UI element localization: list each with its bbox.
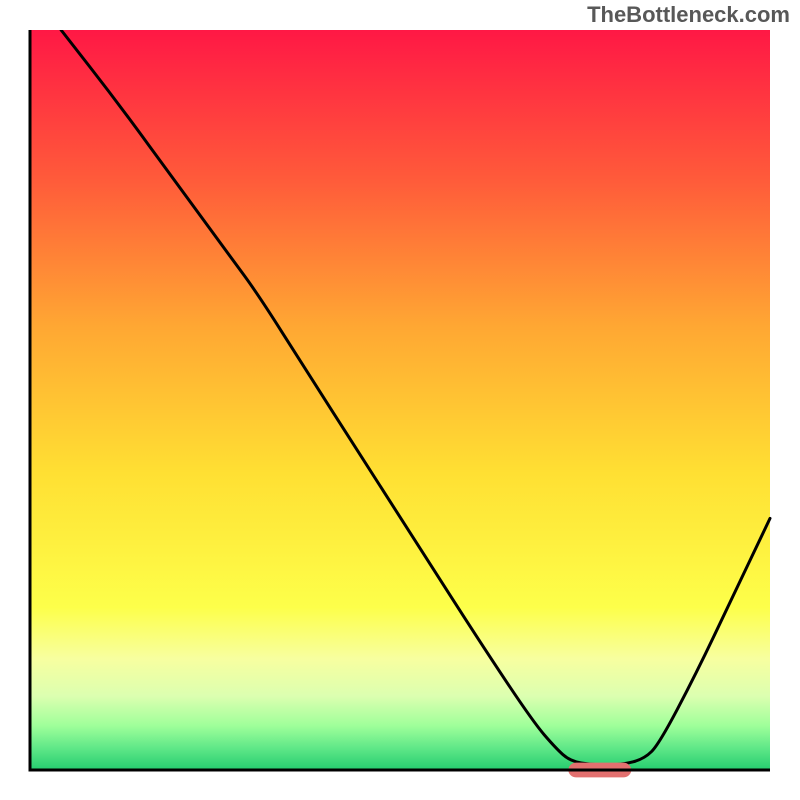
chart-svg <box>15 30 785 790</box>
bottleneck-chart <box>15 30 785 790</box>
watermark-text: TheBottleneck.com <box>587 2 790 28</box>
chart-background-gradient <box>30 30 770 770</box>
